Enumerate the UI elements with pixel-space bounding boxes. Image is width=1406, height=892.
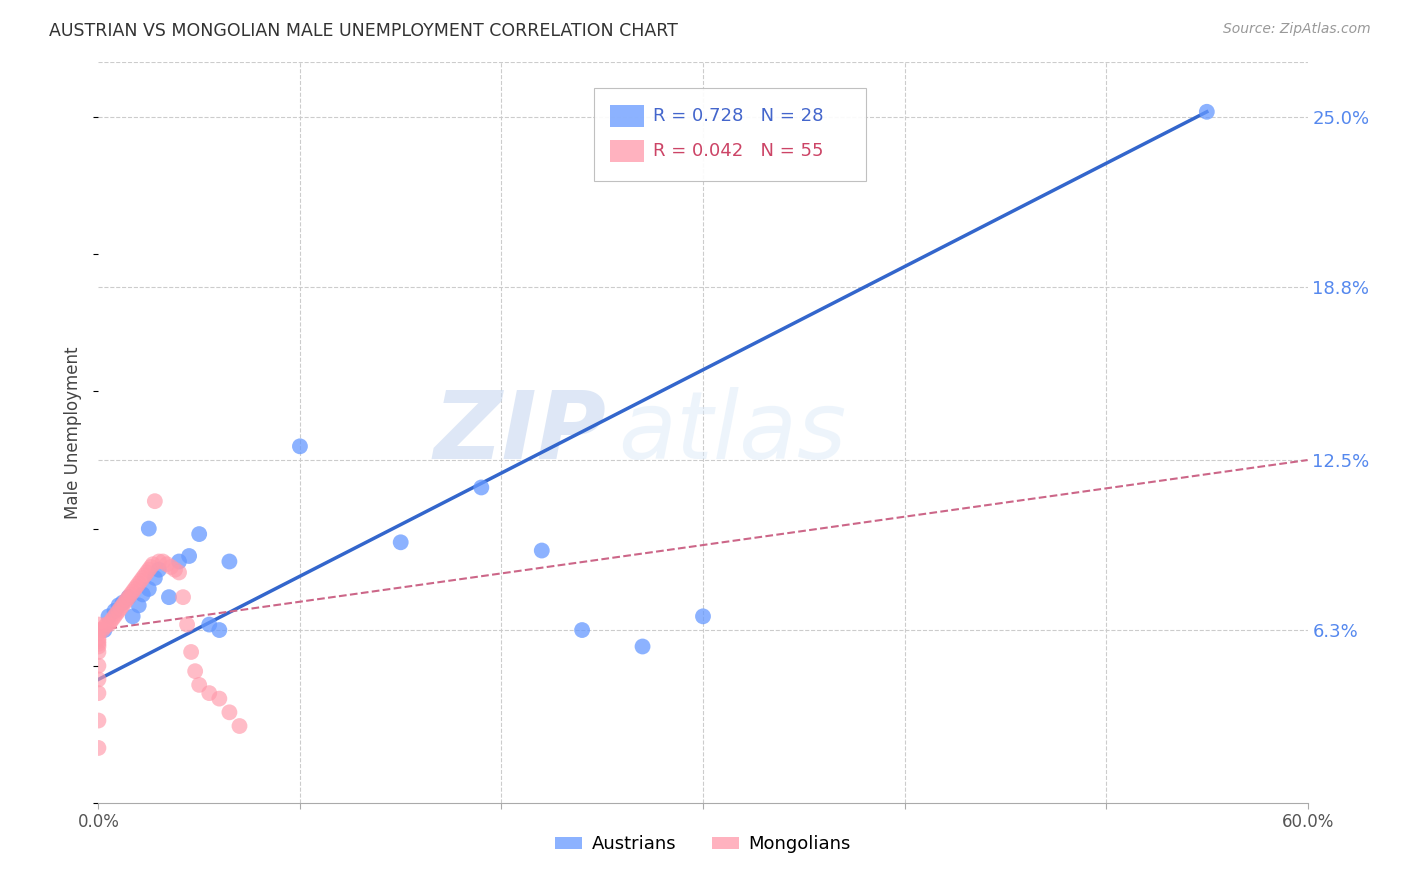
Point bbox=[180, 645, 202, 659]
Point bbox=[87, 686, 110, 700]
Point bbox=[208, 623, 231, 637]
Point bbox=[156, 558, 179, 572]
Point bbox=[288, 439, 311, 453]
Point bbox=[87, 673, 110, 687]
Point bbox=[148, 554, 170, 568]
Point bbox=[87, 637, 110, 651]
Point bbox=[87, 623, 110, 637]
Point bbox=[139, 560, 162, 574]
Point bbox=[107, 599, 129, 613]
Point bbox=[103, 604, 125, 618]
Point bbox=[87, 645, 110, 659]
Point bbox=[105, 607, 128, 621]
Point bbox=[87, 640, 110, 654]
Point bbox=[143, 571, 166, 585]
Point bbox=[631, 640, 654, 654]
Point bbox=[142, 558, 165, 572]
Point bbox=[110, 601, 132, 615]
Point bbox=[208, 691, 231, 706]
Point bbox=[128, 599, 150, 613]
Text: R = 0.728   N = 28: R = 0.728 N = 28 bbox=[654, 107, 824, 125]
Legend: Austrians, Mongolians: Austrians, Mongolians bbox=[548, 828, 858, 861]
Point bbox=[118, 590, 141, 604]
Point bbox=[120, 587, 142, 601]
Point bbox=[148, 563, 170, 577]
Point bbox=[135, 566, 157, 580]
Point bbox=[111, 599, 134, 613]
Point bbox=[138, 522, 160, 536]
Point bbox=[138, 582, 160, 596]
Text: AUSTRIAN VS MONGOLIAN MALE UNEMPLOYMENT CORRELATION CHART: AUSTRIAN VS MONGOLIAN MALE UNEMPLOYMENT … bbox=[49, 22, 678, 40]
Point bbox=[157, 590, 180, 604]
Point bbox=[692, 609, 714, 624]
Point bbox=[87, 617, 110, 632]
Point bbox=[93, 623, 115, 637]
Point bbox=[96, 617, 118, 632]
Point bbox=[118, 590, 141, 604]
FancyBboxPatch shape bbox=[595, 88, 866, 181]
Point bbox=[97, 609, 120, 624]
Text: ZIP: ZIP bbox=[433, 386, 606, 479]
Point bbox=[228, 719, 250, 733]
Point bbox=[87, 741, 110, 756]
Point bbox=[138, 563, 160, 577]
Point bbox=[143, 494, 166, 508]
Point bbox=[389, 535, 412, 549]
Point bbox=[134, 568, 156, 582]
Point bbox=[160, 560, 183, 574]
Point bbox=[172, 590, 194, 604]
Point bbox=[87, 632, 110, 646]
Text: atlas: atlas bbox=[619, 387, 846, 478]
Point bbox=[111, 596, 134, 610]
Point bbox=[184, 664, 207, 678]
Point bbox=[129, 574, 152, 588]
Point bbox=[167, 554, 190, 568]
Point bbox=[87, 714, 110, 728]
Point bbox=[87, 625, 110, 640]
Point bbox=[121, 584, 143, 599]
Point bbox=[188, 527, 211, 541]
Point bbox=[1195, 104, 1218, 119]
Point bbox=[93, 620, 115, 634]
Point bbox=[101, 612, 124, 626]
Point bbox=[132, 587, 155, 601]
Point bbox=[218, 706, 240, 720]
Text: Source: ZipAtlas.com: Source: ZipAtlas.com bbox=[1223, 22, 1371, 37]
Point bbox=[103, 609, 125, 624]
Point bbox=[176, 617, 198, 632]
Point bbox=[163, 563, 186, 577]
Point bbox=[114, 596, 136, 610]
Point bbox=[218, 554, 240, 568]
Point bbox=[571, 623, 593, 637]
Point bbox=[100, 615, 122, 629]
Point bbox=[188, 678, 211, 692]
Point bbox=[107, 604, 129, 618]
Point bbox=[87, 634, 110, 648]
Point bbox=[470, 480, 492, 494]
Point bbox=[87, 658, 110, 673]
Point bbox=[125, 579, 148, 593]
Point bbox=[530, 543, 553, 558]
Point bbox=[198, 617, 221, 632]
Point bbox=[167, 566, 190, 580]
FancyBboxPatch shape bbox=[610, 104, 644, 127]
Point bbox=[132, 571, 155, 585]
Point bbox=[121, 609, 143, 624]
Y-axis label: Male Unemployment: Male Unemployment bbox=[65, 346, 83, 519]
FancyBboxPatch shape bbox=[610, 140, 644, 162]
Text: R = 0.042   N = 55: R = 0.042 N = 55 bbox=[654, 143, 824, 161]
Point bbox=[97, 617, 120, 632]
Point bbox=[91, 623, 114, 637]
Point bbox=[152, 554, 174, 568]
Point bbox=[128, 576, 150, 591]
Point bbox=[115, 593, 138, 607]
Point bbox=[198, 686, 221, 700]
Point bbox=[124, 582, 146, 596]
Point bbox=[179, 549, 201, 563]
